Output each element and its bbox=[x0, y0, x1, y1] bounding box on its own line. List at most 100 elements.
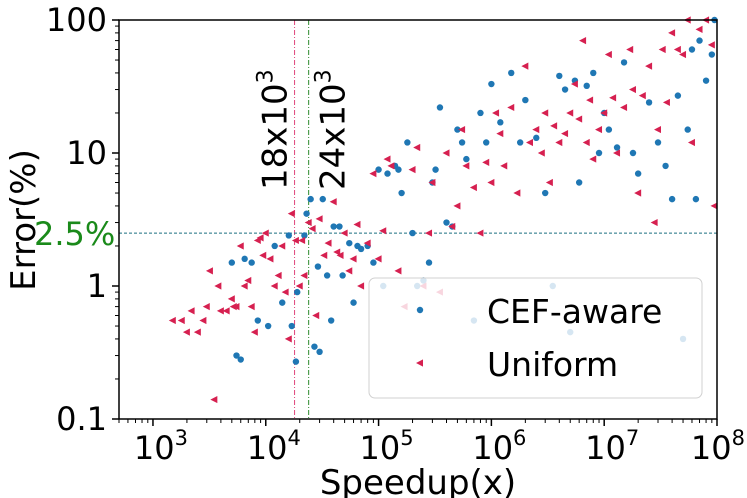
x-tick-label: 107 bbox=[585, 426, 639, 467]
uniform-point bbox=[345, 267, 353, 275]
tick-exponent: 7 bbox=[626, 426, 639, 450]
cef-aware-point bbox=[454, 126, 461, 133]
uniform-point bbox=[582, 138, 590, 147]
y-tick-label: 0.1 bbox=[56, 400, 107, 438]
uniform-point bbox=[469, 183, 477, 192]
uniform-point bbox=[453, 202, 461, 210]
uniform-point bbox=[232, 303, 240, 311]
uniform-point bbox=[274, 271, 282, 280]
uniform-point bbox=[182, 328, 190, 336]
uniform-point bbox=[177, 316, 185, 325]
uniform-point bbox=[333, 248, 341, 256]
uniform-point bbox=[210, 395, 218, 404]
uniform-point bbox=[595, 125, 603, 134]
uniform-point bbox=[561, 129, 569, 138]
x-tick-label: 108 bbox=[691, 426, 745, 467]
uniform-point bbox=[687, 138, 695, 147]
cef-aware-point bbox=[395, 166, 402, 173]
uniform-point bbox=[645, 62, 653, 70]
cef-aware-point bbox=[357, 245, 365, 253]
cef-aware-point bbox=[370, 259, 377, 266]
uniform-point bbox=[320, 251, 328, 259]
uniform-point bbox=[634, 189, 642, 197]
uniform-point bbox=[244, 276, 252, 285]
legend-marker-cef-aware bbox=[416, 306, 424, 314]
uniform-point bbox=[500, 162, 508, 170]
uniform-point bbox=[281, 288, 289, 296]
uniform-point bbox=[654, 125, 662, 134]
cef-aware-point bbox=[303, 210, 310, 217]
reference-label-exponent: 3 bbox=[312, 69, 337, 83]
cef-aware-point bbox=[516, 139, 524, 146]
x-axis-label: Speedup(x) bbox=[320, 463, 516, 498]
uniform-point bbox=[532, 125, 540, 134]
uniform-point bbox=[710, 202, 718, 210]
uniform-point bbox=[570, 80, 578, 88]
uniform-point bbox=[324, 239, 332, 247]
cef-aware-point bbox=[384, 170, 391, 177]
uniform-point bbox=[363, 239, 371, 247]
y-axis-label: Error(%) bbox=[4, 149, 44, 291]
y-tick-label: 10 bbox=[66, 134, 107, 172]
uniform-point bbox=[413, 143, 421, 152]
uniform-point bbox=[227, 295, 235, 303]
uniform-point bbox=[408, 166, 416, 174]
cef-aware-point bbox=[346, 239, 353, 247]
cef-aware-point bbox=[634, 170, 642, 177]
reference-label-base: 24x10 bbox=[314, 83, 354, 190]
cef-aware-point bbox=[497, 119, 504, 126]
tick-exponent: 4 bbox=[287, 426, 300, 450]
uniform-point bbox=[304, 218, 312, 227]
tick-base: 10 bbox=[585, 429, 626, 467]
uniform-point bbox=[492, 109, 500, 117]
uniform-point bbox=[387, 162, 395, 170]
uniform-point bbox=[187, 307, 195, 315]
uniform-point bbox=[428, 178, 436, 187]
tick-base: 10 bbox=[472, 429, 513, 467]
uniform-point bbox=[658, 45, 666, 54]
uniform-point bbox=[222, 307, 230, 315]
uniform-point bbox=[168, 316, 176, 325]
cef-aware-point bbox=[629, 149, 637, 157]
cef-aware-point bbox=[264, 322, 272, 330]
uniform-point bbox=[270, 282, 278, 290]
cef-aware-point bbox=[307, 195, 314, 203]
x-tick-label: 103 bbox=[134, 426, 188, 467]
cef-aware-point bbox=[314, 263, 322, 270]
uniform-point bbox=[353, 220, 361, 229]
uniform-point bbox=[199, 316, 207, 325]
cef-aware-point bbox=[561, 86, 569, 93]
cef-aware-point bbox=[237, 356, 244, 363]
cef-aware-point bbox=[285, 232, 292, 239]
uniform-point bbox=[300, 271, 308, 280]
cef-aware-point bbox=[684, 126, 691, 133]
uniform-point bbox=[340, 229, 348, 237]
tick-exponent: 6 bbox=[513, 426, 526, 450]
uniform-point bbox=[555, 138, 563, 147]
y-tick-label: 100 bbox=[46, 1, 107, 39]
x-tick-label: 106 bbox=[472, 426, 526, 467]
cef-aware-point bbox=[432, 166, 439, 173]
uniform-point bbox=[575, 115, 583, 123]
cef-aware-point bbox=[605, 126, 613, 133]
uniform-point bbox=[250, 328, 258, 336]
uniform-point bbox=[394, 267, 402, 275]
cef-aware-point bbox=[409, 229, 416, 237]
cef-aware-point bbox=[463, 155, 470, 163]
uniform-point bbox=[586, 96, 594, 104]
tick-exponent: 8 bbox=[732, 426, 745, 450]
tick-base: 10 bbox=[247, 429, 288, 467]
uniform-point bbox=[295, 282, 303, 290]
cef-aware-point bbox=[404, 139, 411, 146]
uniform-point bbox=[662, 98, 670, 107]
cef-aware-point bbox=[533, 134, 540, 142]
uniform-point bbox=[638, 92, 646, 100]
x-tick-label: 105 bbox=[360, 426, 414, 467]
cef-aware-point bbox=[288, 322, 295, 330]
cef-aware-point bbox=[692, 195, 700, 203]
uniform-point bbox=[673, 45, 681, 54]
uniform-point bbox=[458, 125, 466, 134]
uniform-point bbox=[349, 255, 357, 263]
